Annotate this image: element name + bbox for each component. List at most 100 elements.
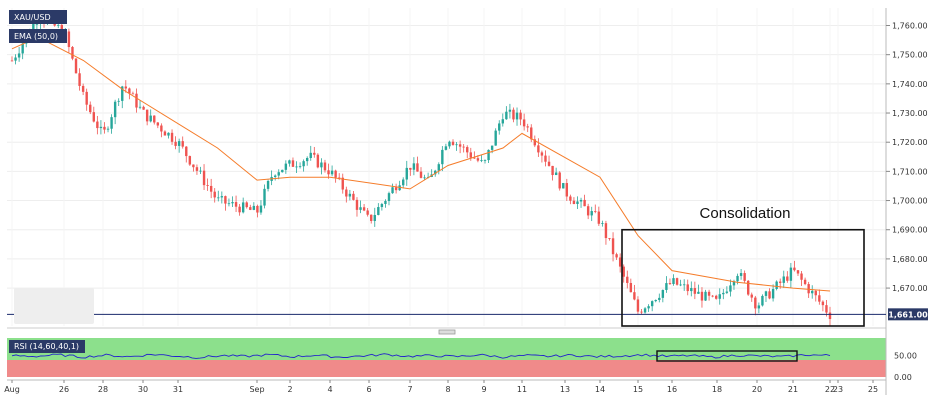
candle-body: [298, 166, 302, 168]
candle-body: [348, 193, 352, 197]
candle-body: [615, 254, 618, 258]
candle-body: [170, 132, 174, 142]
candle-body: [779, 281, 782, 283]
ema-label: EMA (50,0): [14, 32, 58, 41]
candle-body: [675, 278, 679, 285]
candle-body: [17, 53, 21, 58]
candle-body: [145, 109, 149, 122]
candle-body: [522, 119, 526, 127]
vertical-gridlines: [11, 8, 874, 326]
candle-body: [526, 126, 529, 128]
candle-body: [387, 193, 391, 201]
candle-body: [508, 109, 512, 112]
candle-body: [761, 295, 764, 306]
candle-body: [551, 165, 554, 176]
candle-body: [501, 119, 504, 124]
candle-body: [444, 146, 448, 150]
candle-body: [487, 149, 490, 161]
y-tick-label: 1,720.00: [892, 138, 928, 147]
candle-body: [800, 273, 803, 280]
candle-body: [729, 285, 732, 292]
candle-body: [174, 141, 177, 146]
candle-body: [583, 199, 586, 207]
candle-body: [650, 301, 654, 307]
candle-body: [789, 267, 793, 281]
candle-body: [391, 187, 394, 194]
candle-body: [722, 292, 725, 295]
x-tick-label: 23: [833, 385, 843, 394]
candle-body: [256, 205, 259, 213]
candle-body: [96, 121, 99, 129]
rsi-axis-ticks: 50.00 0.00: [894, 352, 917, 383]
candle-body: [533, 139, 537, 146]
candle-body: [661, 289, 665, 298]
candle-body: [537, 145, 540, 153]
candle-body: [590, 211, 593, 216]
x-tick-label: 25: [868, 385, 878, 394]
candle-body: [466, 147, 469, 153]
candle-body: [57, 24, 60, 26]
candle-body: [330, 170, 334, 175]
candle-body: [355, 199, 359, 210]
candle-body: [640, 311, 643, 313]
candle-body: [700, 291, 704, 301]
candle-body: [402, 179, 405, 186]
candle-body: [167, 132, 170, 136]
x-tick-label: 7: [407, 385, 412, 394]
candle-body: [618, 257, 622, 267]
x-tick-label: 9: [481, 385, 486, 394]
candle-body: [277, 172, 280, 176]
x-tick-label: 14: [595, 385, 605, 394]
y-tick-label: 1,680.00: [892, 255, 928, 264]
candle-body: [747, 280, 750, 295]
candle-body: [451, 141, 455, 145]
candle-body: [441, 149, 444, 165]
candle-body: [124, 86, 128, 89]
candle-body: [668, 283, 672, 284]
candle-body: [238, 206, 241, 213]
y-tick-label: 1,740.00: [892, 80, 928, 89]
x-tick-label: 15: [633, 385, 643, 394]
candle-body: [409, 167, 412, 170]
pane-resize-handle[interactable]: [438, 329, 456, 335]
candle-body: [512, 109, 515, 120]
time-axis-ticks: Aug 26 28 30 31 Sep 2 4 6 7 8 9 11 13 14 15 16 18 20 21 2223…: [4, 380, 878, 394]
x-tick-label: 30: [138, 385, 148, 394]
candle-body: [704, 291, 707, 301]
candle-body: [434, 170, 437, 175]
candle-body: [725, 291, 729, 293]
x-tick-label: 4: [327, 385, 332, 394]
candle-body: [153, 115, 156, 123]
candle-body: [149, 115, 152, 122]
candle-body: [682, 284, 686, 286]
candle-body: [569, 196, 572, 201]
x-tick-label: 6: [366, 385, 371, 394]
candle-body: [195, 167, 199, 171]
candle-body: [647, 306, 650, 309]
candle-body: [380, 203, 384, 208]
candle-body: [419, 171, 423, 178]
candle-body: [814, 290, 817, 296]
candle-body: [558, 172, 561, 189]
current-price-label-bg: [888, 308, 928, 321]
candle-body: [291, 160, 295, 167]
candle-body: [711, 295, 714, 297]
rsi-label: RSI (14,60,40,1): [14, 342, 79, 351]
candle-body: [156, 122, 160, 126]
candle-body: [544, 155, 547, 162]
candle-body: [220, 196, 224, 198]
candle-body: [35, 23, 39, 25]
x-tick-label: 8: [445, 385, 450, 394]
candle-body: [81, 85, 85, 92]
candle-body: [273, 175, 277, 177]
candle-body: [394, 187, 398, 191]
x-tick-label: Sep: [249, 385, 264, 394]
candle-body: [234, 202, 238, 207]
candle-body: [373, 214, 376, 221]
y-tick-label: 1,700.00: [892, 197, 928, 206]
candle-body: [626, 276, 629, 283]
candle-body: [71, 47, 74, 59]
candle-body: [135, 93, 138, 108]
candle-body: [313, 152, 316, 155]
candle-body: [110, 117, 113, 129]
